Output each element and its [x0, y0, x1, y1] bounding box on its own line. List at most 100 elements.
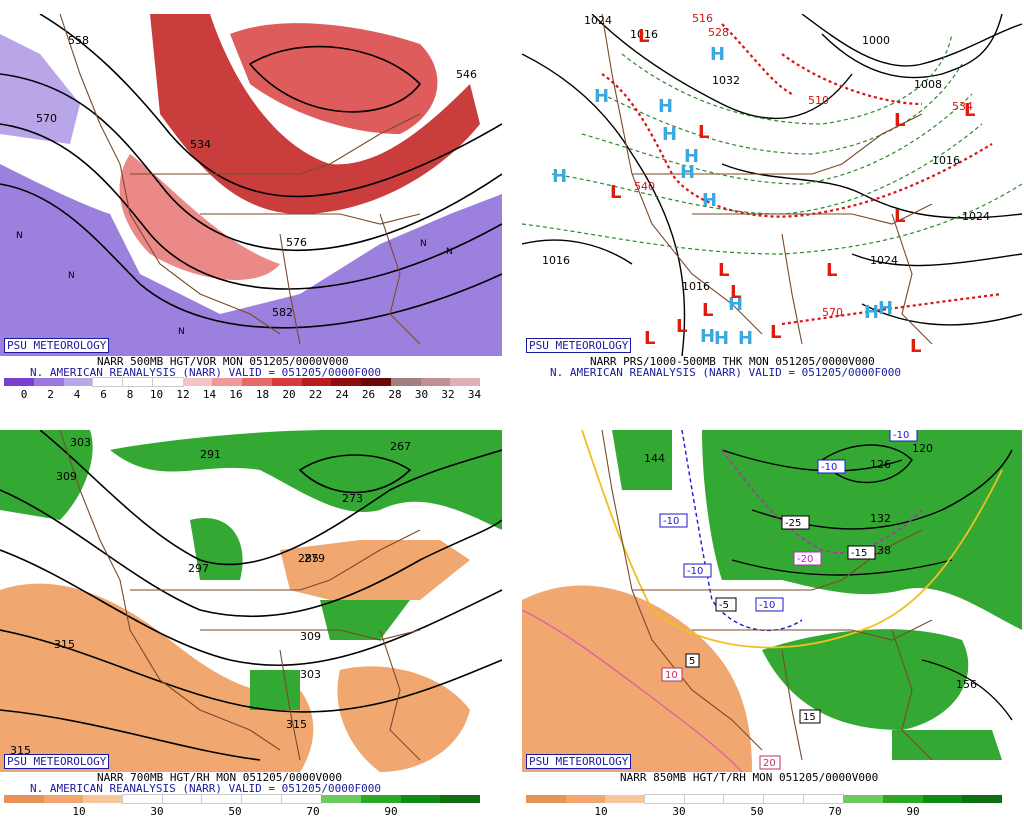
- low-pressure-marker: L: [610, 182, 621, 203]
- thickness-label: 516: [692, 14, 713, 25]
- high-pressure-marker: H: [728, 294, 743, 315]
- colorbar-tick-label: 10: [594, 805, 608, 818]
- caption-line-2: N. AMERICAN REANALYSIS (NARR) VALID = 05…: [30, 782, 381, 795]
- colorbar-swatch: [271, 378, 302, 386]
- caption-line-2: N. AMERICAN REANALYSIS (NARR) VALID = 05…: [550, 366, 901, 379]
- colorbar-swatch: [4, 795, 44, 803]
- height-contour-label: 120: [912, 442, 933, 455]
- dry-rh-area: [337, 666, 470, 772]
- temperature-label: -10: [821, 462, 837, 473]
- isobar-label: 1024: [962, 210, 990, 223]
- panel-850mb-hgt-t-rh: 144 126 120 132 138 156 -10 -10 -25 -20 -15 -10 -10-…: [522, 430, 1022, 772]
- height-contour-label: 279: [304, 552, 325, 565]
- moist-rh-area: [0, 430, 93, 520]
- colorbar-swatch: [4, 378, 34, 386]
- isobar-label: 1000: [862, 34, 890, 47]
- temperature-label-box: [661, 667, 683, 682]
- temperature-label-box: [799, 709, 821, 724]
- low-pressure-marker: L: [894, 110, 905, 131]
- colorbar-tick-label: 14: [202, 388, 217, 401]
- map-500mb-vorticity: [0, 14, 502, 356]
- high-pressure-marker: H: [710, 44, 725, 65]
- temperature-label: -10: [687, 566, 703, 577]
- temperature-label-box: [715, 597, 737, 612]
- colorbar-tick-label: 12: [176, 388, 190, 401]
- height-contour-label: 297: [188, 562, 209, 575]
- caption-line-2: N. AMERICAN REANALYSIS (NARR) VALID = 05…: [30, 366, 381, 379]
- thickness-label: 534: [952, 100, 973, 113]
- map-pressure-thickness: [522, 14, 1022, 356]
- moist-rh-area: [612, 430, 672, 490]
- high-pressure-marker: H: [658, 96, 673, 117]
- low-pressure-marker: L: [730, 282, 741, 303]
- thickness-label: 528: [708, 26, 729, 39]
- colorbar-tick-label: 28: [388, 388, 402, 401]
- temperature-label: 15: [803, 712, 816, 723]
- high-pressure-marker: H: [662, 124, 677, 145]
- moist-rh-area: [110, 430, 502, 530]
- temperature-label: -20: [797, 554, 813, 565]
- caption-line-1: NARR 850MB HGT/T/RH MON 051205/0000V000: [620, 771, 879, 784]
- panel-700mb-hgt-rh: 303 309 291 267 273 279 285 297 315 309 303 315 315 …: [0, 430, 502, 772]
- map-850mb-t-rh: [522, 430, 1022, 772]
- moist-rh-area: [762, 629, 969, 730]
- temperature-label-box: [781, 515, 810, 530]
- temperature-label-box: [659, 513, 688, 528]
- low-pressure-marker: L: [638, 26, 649, 47]
- colorbar-tick-label: 70: [828, 805, 842, 818]
- colorbar-swatch: [182, 378, 213, 386]
- low-pressure-marker: L: [718, 260, 729, 281]
- rh-colorbar: [4, 794, 481, 804]
- low-pressure-marker: L: [964, 100, 975, 121]
- height-contour-label: 291: [200, 448, 221, 461]
- colorbar-swatch: [301, 378, 332, 386]
- height-contour-label: 285: [298, 552, 319, 565]
- colorbar-tick-label: 26: [361, 388, 376, 401]
- colorbar-tick-label: 34: [467, 388, 482, 401]
- temperature-label: -15: [851, 548, 867, 559]
- isobar-label: 1032: [712, 74, 740, 87]
- dry-rh-area: [522, 585, 752, 772]
- colorbar-tick-label: 6: [100, 388, 107, 401]
- caption-line-1: NARR PRS/1000-500MB THK MON 051205/0000V…: [590, 355, 875, 368]
- high-pressure-marker: H: [700, 326, 715, 347]
- colorbar-swatch: [400, 795, 441, 803]
- panel-pressure-thickness: 1024 1016 1032 1000 1008 1024 1016 1016 1016 1024…: [522, 14, 1022, 356]
- colorbar-swatch: [763, 794, 805, 804]
- colorbar-tick-label: 10: [149, 388, 164, 401]
- colorbar-swatch: [151, 377, 184, 387]
- height-contour-label: 156: [956, 678, 977, 691]
- colorbar-swatch: [526, 795, 566, 803]
- high-pressure-marker: H: [714, 328, 729, 349]
- moist-rh-area: [250, 670, 300, 710]
- psu-meteorology-badge: PSU METEOROLOGY: [4, 754, 110, 769]
- colorbar-swatch: [565, 795, 606, 803]
- isobar-label: 1024: [870, 254, 898, 267]
- colorbar-swatch: [361, 795, 401, 803]
- colorbar-tick-label: 70: [306, 805, 320, 818]
- colorbar-swatch: [683, 794, 726, 804]
- high-pressure-marker: H: [680, 162, 695, 183]
- high-pressure-marker: H: [702, 190, 717, 211]
- caption-line-1: NARR 700MB HGT/RH MON 051205/0000V000: [97, 771, 343, 784]
- temperature-label-box: [683, 563, 712, 578]
- low-pressure-marker: L: [910, 336, 921, 356]
- colorbar-swatch: [843, 795, 884, 803]
- colorbar-swatch: [390, 378, 421, 386]
- colorbar-tick-label: 0: [20, 388, 28, 401]
- negative-vorticity-area: [0, 34, 80, 144]
- colorbar-swatch: [241, 794, 283, 804]
- temperature-label: -10: [663, 516, 679, 527]
- high-pressure-marker: H: [594, 86, 609, 107]
- moist-rh-area: [702, 430, 1022, 630]
- high-pressure-marker: H: [684, 146, 699, 167]
- height-contour-label: 303: [300, 668, 321, 681]
- temperature-label-box: [889, 430, 918, 442]
- colorbar-swatch: [605, 795, 646, 803]
- colorbar-swatch: [802, 794, 845, 804]
- isobar-label: 1016: [932, 154, 960, 167]
- moist-rh-area: [892, 730, 1002, 760]
- temperature-label-box: [759, 755, 781, 770]
- colorbar-swatch: [122, 794, 164, 804]
- high-pressure-marker: H: [878, 298, 893, 319]
